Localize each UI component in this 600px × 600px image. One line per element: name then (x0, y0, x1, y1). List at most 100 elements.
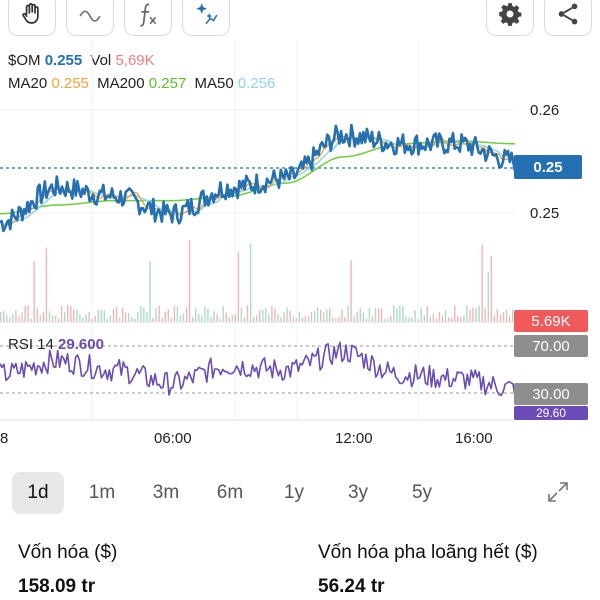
volume-bar (30, 318, 32, 322)
volume-bar (280, 317, 282, 322)
volume-bar (64, 312, 66, 322)
volume-bar (496, 309, 499, 322)
volume-bar (426, 306, 428, 322)
time-label: 16:00 (455, 430, 493, 447)
volume-bar (213, 311, 215, 322)
period-tab-6m[interactable]: 6m (216, 482, 244, 503)
volume-bar (179, 315, 182, 322)
volume-bar (51, 315, 54, 322)
volume-bar (106, 318, 109, 322)
volume-bar (387, 318, 389, 322)
volume-bar (201, 315, 203, 322)
volume-bar (420, 308, 422, 322)
rsi-line (0, 341, 516, 398)
hand-icon (22, 3, 39, 24)
volume-bar (73, 309, 75, 322)
volume-bar (36, 308, 38, 322)
volume-bar (146, 311, 148, 322)
volume-bar (88, 311, 90, 322)
volume-bar (149, 261, 151, 322)
price-chart[interactable] (0, 0, 600, 460)
volume-bar (368, 307, 371, 322)
volume-bar (222, 306, 224, 322)
volume-bar (237, 251, 240, 322)
market-cap-value: 158.09 tr (18, 576, 96, 597)
symbol-label: $OM (8, 52, 41, 69)
volume-bar (70, 306, 72, 322)
volume-bar (42, 312, 45, 322)
volume-bar (124, 312, 127, 322)
rsi-upper-tag: 70.00 (514, 335, 588, 357)
volume-bar (362, 312, 364, 322)
volume-bar (402, 305, 404, 322)
volume-bar (460, 316, 462, 322)
volume-bar (283, 312, 285, 322)
volume-tag: 5.69K (514, 310, 588, 332)
period-tab-1d[interactable]: 1d (12, 472, 64, 514)
volume-bar (463, 315, 465, 322)
volume-bar (94, 315, 96, 322)
volume-bar (286, 307, 288, 322)
expand-icon (548, 482, 568, 502)
volume-bar (301, 317, 304, 322)
volume-bar (182, 313, 185, 322)
volume-bar (448, 317, 450, 322)
ma200-label: MA200 (97, 75, 145, 92)
volume-bar (344, 317, 346, 322)
period-tab-1m[interactable]: 1m (88, 482, 116, 503)
volume-bar (155, 308, 157, 322)
volume-bar (316, 307, 319, 322)
volume-bar (490, 255, 492, 322)
volume-bar (176, 306, 179, 322)
indicator-button[interactable] (124, 0, 172, 36)
volume-bar (335, 318, 337, 322)
volume-bar (158, 305, 160, 322)
volume-bar (487, 272, 489, 322)
volume-bar (323, 312, 325, 322)
ma20-label: MA20 (8, 75, 48, 92)
volume-bar (259, 310, 261, 322)
volume-bar (198, 314, 200, 322)
expand-chart-button[interactable] (546, 480, 574, 508)
volume-bar (170, 318, 173, 322)
volume-bar (128, 313, 130, 322)
volume-bar (457, 316, 459, 322)
volume-bar (18, 316, 20, 322)
line-tool-button[interactable] (66, 0, 114, 36)
volume-bar (432, 313, 435, 322)
draw-tool-button[interactable] (8, 0, 56, 36)
volume-bar (67, 305, 69, 322)
sparkle-icon (196, 3, 218, 25)
period-tab-3m[interactable]: 3m (152, 482, 180, 503)
period-tab-3y[interactable]: 3y (347, 482, 369, 503)
share-button[interactable] (544, 0, 592, 36)
period-tab-5y[interactable]: 5y (411, 482, 433, 503)
volume-bar (469, 309, 471, 322)
settings-button[interactable] (486, 0, 534, 36)
volume-bar (411, 317, 413, 322)
volume-bar (240, 307, 243, 322)
volume-bar (173, 305, 176, 322)
volume-bar (493, 315, 496, 322)
ai-button[interactable] (182, 0, 230, 36)
volume-bar (451, 317, 453, 322)
volume-bar (249, 243, 252, 322)
volume-bar (320, 309, 322, 322)
volume-bar (164, 311, 166, 322)
volume-bar (353, 316, 355, 322)
volume-bar (231, 315, 233, 322)
volume-bar (374, 308, 377, 322)
volume-bar (161, 318, 163, 322)
volume-bar (243, 317, 246, 322)
volume-bar (341, 309, 343, 322)
volume-bar (48, 311, 51, 322)
volume-bar (435, 318, 438, 322)
volume-bar (396, 308, 398, 322)
volume-bar (192, 317, 194, 322)
volume-bar (313, 310, 316, 322)
volume-bar (100, 310, 102, 322)
volume-bar (97, 309, 99, 322)
volume-bar (466, 305, 468, 322)
period-tab-1y[interactable]: 1y (283, 482, 305, 503)
volume-bar (277, 313, 279, 322)
